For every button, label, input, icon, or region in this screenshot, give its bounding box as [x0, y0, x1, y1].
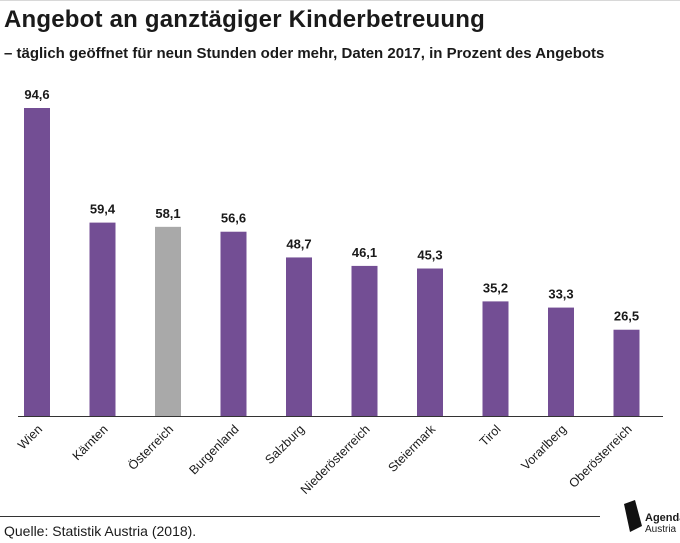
source-divider: [0, 516, 600, 517]
bar-8: [548, 307, 574, 416]
logo-text-agenda: Agenda: [645, 512, 680, 524]
bar-1: [89, 222, 116, 416]
tick-label-4: Salzburg: [262, 422, 307, 467]
bar-3: [220, 231, 247, 416]
bar-9: [613, 329, 640, 416]
chart-title: Angebot an ganztägiger Kinderbetreuung: [4, 6, 485, 33]
tick-label-6: Steiermark: [385, 422, 438, 475]
value-label-0: 94,6: [24, 87, 49, 102]
chart-subtitle: – täglich geöffnet für neun Stunden oder…: [4, 45, 605, 62]
bar-5: [351, 265, 378, 416]
value-label-1: 59,4: [90, 202, 116, 217]
value-label-6: 45,3: [417, 248, 442, 263]
tick-label-5: Niederösterreich: [298, 422, 373, 497]
bar-chart: 94,6 Wien 59,4 Kärnten 58,1 Österreich 56,6 Bur…: [15, 87, 663, 497]
value-label-3: 56,6: [221, 211, 246, 226]
tick-label-3: Burgenland: [187, 422, 242, 477]
tick-label-8: Vorarlberg: [518, 422, 569, 473]
value-label-2: 58,1: [155, 206, 180, 221]
agenda-austria-logo[interactable]: Agenda Austria: [620, 498, 680, 543]
logo-icon: [624, 500, 642, 532]
bar-6: [417, 268, 443, 416]
bar-7: [482, 301, 509, 416]
logo-text-austria: Austria: [645, 524, 677, 535]
tick-label-1: Kärnten: [70, 422, 111, 463]
tick-label-9: Oberösterreich: [566, 422, 634, 490]
bar-0: [24, 108, 50, 416]
source-note: Quelle: Statistik Austria (2018).: [4, 523, 197, 539]
value-label-8: 33,3: [548, 287, 573, 302]
tick-label-0: Wien: [15, 422, 45, 452]
tick-label-2: Österreich: [125, 422, 176, 473]
top-rule: [0, 0, 680, 1]
tick-label-7: Tirol: [477, 422, 504, 449]
value-label-9: 26,5: [614, 309, 639, 324]
value-label-4: 48,7: [286, 236, 311, 251]
bar-4: [286, 257, 312, 416]
value-label-7: 35,2: [483, 280, 508, 295]
value-label-5: 46,1: [352, 245, 377, 260]
bar-2: [155, 226, 181, 416]
